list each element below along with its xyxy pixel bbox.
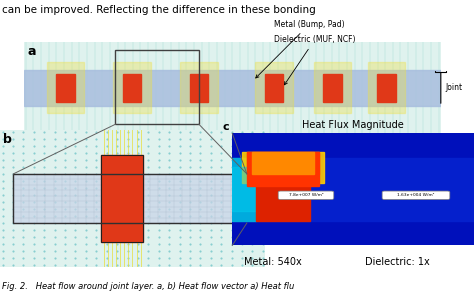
Bar [323, 74, 342, 102]
Bar [377, 74, 396, 102]
Bar [24, 70, 441, 106]
FancyBboxPatch shape [382, 191, 450, 199]
Text: 7.8e+007 W/m²: 7.8e+007 W/m² [289, 193, 323, 197]
Bar [242, 152, 324, 183]
Bar [232, 158, 256, 221]
Text: can be improved. Reflecting the difference in these bonding: can be improved. Reflecting the differen… [2, 5, 316, 15]
Bar [101, 155, 143, 242]
Bar [255, 62, 293, 113]
Text: Dielectric (MUF, NCF): Dielectric (MUF, NCF) [274, 35, 356, 85]
Text: Metal (Bump, Pad): Metal (Bump, Pad) [256, 20, 345, 78]
Bar [13, 174, 247, 223]
Text: c: c [223, 122, 229, 132]
Text: Dielectric: 1x: Dielectric: 1x [365, 257, 430, 267]
Bar [13, 174, 247, 223]
Bar [116, 50, 199, 124]
Text: a: a [28, 45, 36, 58]
Text: Joint: Joint [445, 83, 462, 92]
Text: Fig. 2.   Heat flow around joint layer. a, b) Heat flow vector a) Heat flu: Fig. 2. Heat flow around joint layer. a,… [2, 282, 295, 291]
Bar [247, 152, 319, 186]
Bar [252, 152, 314, 174]
Bar [232, 167, 276, 211]
Bar [368, 62, 405, 113]
Bar [113, 62, 151, 113]
Bar [265, 74, 283, 102]
Text: 1.63e+004 W/m²: 1.63e+004 W/m² [397, 193, 435, 197]
Bar [123, 74, 141, 102]
Bar [247, 152, 319, 174]
Bar [180, 62, 218, 113]
Bar [232, 158, 474, 221]
Bar [56, 74, 74, 102]
Text: Heat Flux Magnitude: Heat Flux Magnitude [302, 120, 404, 130]
Bar [101, 155, 143, 242]
FancyBboxPatch shape [278, 191, 334, 199]
Bar [256, 158, 310, 221]
Text: Metal: 540x: Metal: 540x [245, 257, 302, 267]
Bar [46, 62, 84, 113]
Bar [314, 62, 351, 113]
Bar [190, 74, 208, 102]
Text: b: b [3, 133, 11, 146]
